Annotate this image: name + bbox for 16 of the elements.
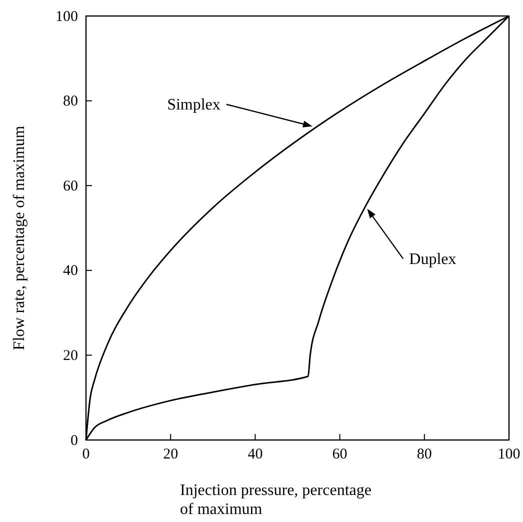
annotation: Simplex: [167, 96, 220, 114]
x-tick-label: 80: [416, 446, 432, 463]
x-tick-label: 0: [82, 446, 90, 463]
y-tick-label: 100: [56, 8, 78, 25]
y-axis-title: Flow rate, percentage of maximum: [11, 125, 28, 350]
x-tick-label: 20: [163, 446, 178, 463]
y-tick-label: 40: [63, 263, 78, 280]
x-tick-label: 100: [498, 446, 520, 463]
x-tick-label: 40: [248, 446, 263, 463]
y-tick-label: 60: [63, 178, 78, 194]
y-tick-label: 80: [63, 94, 78, 110]
y-tick-label: 0: [70, 432, 78, 449]
x-tick-label: 60: [332, 446, 348, 463]
annotation: Duplex: [409, 250, 456, 268]
y-tick-label: 20: [63, 348, 78, 364]
x-axis-title: Injection pressure, percentage of maximum: [180, 482, 372, 518]
